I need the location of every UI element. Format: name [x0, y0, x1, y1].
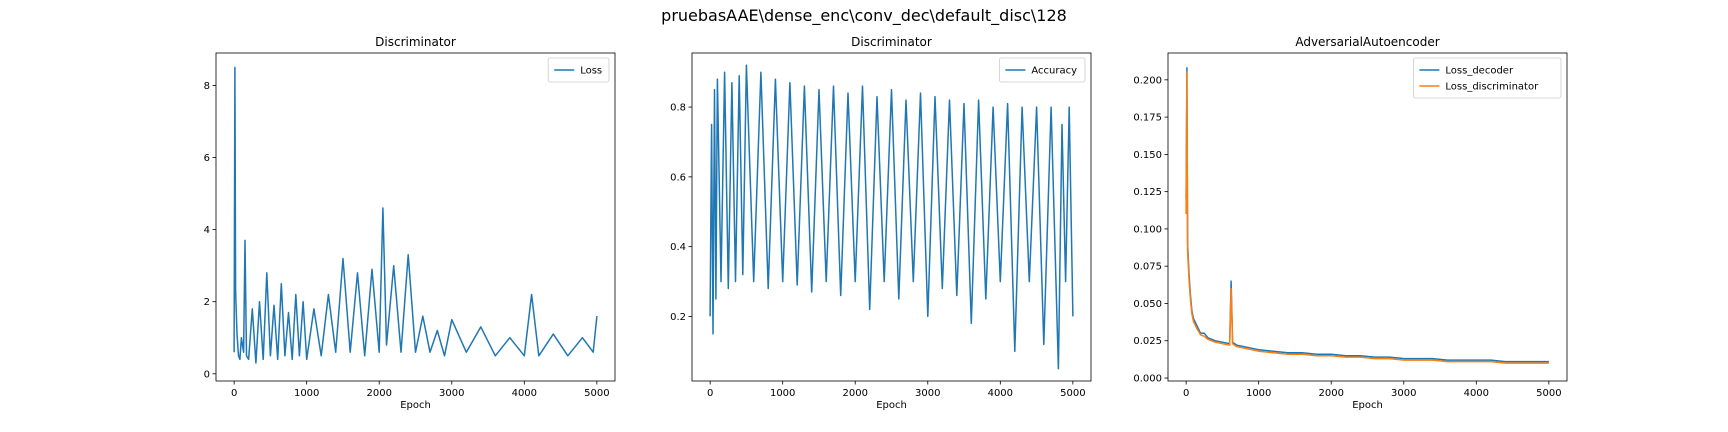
legend: Loss — [547, 57, 610, 83]
x-tick-label: 2000 — [1319, 388, 1344, 399]
y-tick-label: 0.150 — [1133, 150, 1162, 161]
x-axis-label: Epoch — [1352, 400, 1383, 411]
series-line-loss_discriminator — [1185, 71, 1549, 364]
y-tick-label: 0 — [204, 369, 210, 380]
y-tick-label: 0.175 — [1133, 113, 1162, 124]
axes-frame — [215, 52, 616, 382]
x-tick-label: 3000 — [1391, 388, 1416, 399]
y-tick-label: 0.200 — [1133, 75, 1162, 86]
axes-group: Discriminator 0 1000 2000 3000 4000 5000 0 2 4 6 8 E… — [204, 35, 1568, 411]
x-tick-label: 3000 — [915, 388, 940, 399]
x-tick-label: 1000 — [770, 388, 795, 399]
x-tick-label: 2000 — [367, 388, 392, 399]
x-tick-label: 0 — [707, 388, 713, 399]
x-tick-label: 4000 — [988, 388, 1013, 399]
chart-2: Discriminator 0 1000 2000 3000 4000 5000 0.2 0.4… — [670, 35, 1092, 411]
series-line-loss — [233, 66, 598, 364]
x-tick-label: 5000 — [1060, 388, 1085, 399]
x-tick-label: 0 — [1183, 388, 1189, 399]
legend-label: Loss_discriminator — [1445, 82, 1539, 93]
legend: Accuracy — [999, 57, 1086, 83]
y-tick-label: 0.8 — [670, 103, 686, 114]
chart-title: Discriminator — [375, 35, 456, 49]
x-tick-label: 4000 — [1464, 388, 1489, 399]
series-line-loss_decoder — [1185, 67, 1549, 363]
x-tick-label: 5000 — [1536, 388, 1561, 399]
legend-label: Accuracy — [1031, 66, 1077, 77]
chart-title: Discriminator — [851, 35, 932, 49]
legend-box — [999, 57, 1086, 83]
axes-frame — [1167, 52, 1568, 382]
x-tick-label: 1000 — [1246, 388, 1271, 399]
legend-label: Loss_decoder — [1445, 66, 1514, 77]
y-tick-label: 0.050 — [1133, 299, 1162, 310]
x-axis-label: Epoch — [400, 400, 431, 411]
y-tick-label: 2 — [204, 297, 210, 308]
x-tick-label: 1000 — [294, 388, 319, 399]
y-tick-label: 0.6 — [670, 172, 686, 183]
y-tick-label: 0.2 — [670, 312, 686, 323]
y-tick-label: 0.025 — [1133, 336, 1162, 347]
y-tick-label: 6 — [204, 153, 210, 164]
chart-3: AdversarialAutoencoder 0 1000 2000 3000 4000 5… — [1133, 35, 1568, 411]
y-tick-label: 0.4 — [670, 242, 686, 253]
y-tick-label: 0.100 — [1133, 224, 1162, 235]
legend-box — [1413, 57, 1562, 99]
series-line-accuracy — [709, 64, 1074, 370]
y-tick-label: 8 — [204, 81, 210, 92]
y-tick-label: 0.000 — [1133, 374, 1162, 385]
x-tick-label: 0 — [231, 388, 237, 399]
figure-suptitle: pruebasAAE\dense_enc\conv_dec\default_di… — [661, 6, 1067, 26]
chart-title: AdversarialAutoencoder — [1295, 35, 1439, 49]
legend: Loss_decoder Loss_discriminator — [1413, 57, 1562, 99]
x-tick-label: 2000 — [843, 388, 868, 399]
x-tick-label: 5000 — [584, 388, 609, 399]
axes-frame — [691, 52, 1092, 382]
x-tick-label: 4000 — [512, 388, 537, 399]
y-tick-label: 0.125 — [1133, 187, 1162, 198]
y-tick-label: 0.075 — [1133, 262, 1162, 273]
y-tick-label: 4 — [204, 225, 210, 236]
chart-1: Discriminator 0 1000 2000 3000 4000 5000 0 2 4 6 8 E… — [204, 35, 616, 411]
legend-label: Loss — [580, 66, 602, 77]
legend-box — [547, 57, 610, 83]
x-tick-label: 3000 — [439, 388, 464, 399]
x-axis-label: Epoch — [876, 400, 907, 411]
